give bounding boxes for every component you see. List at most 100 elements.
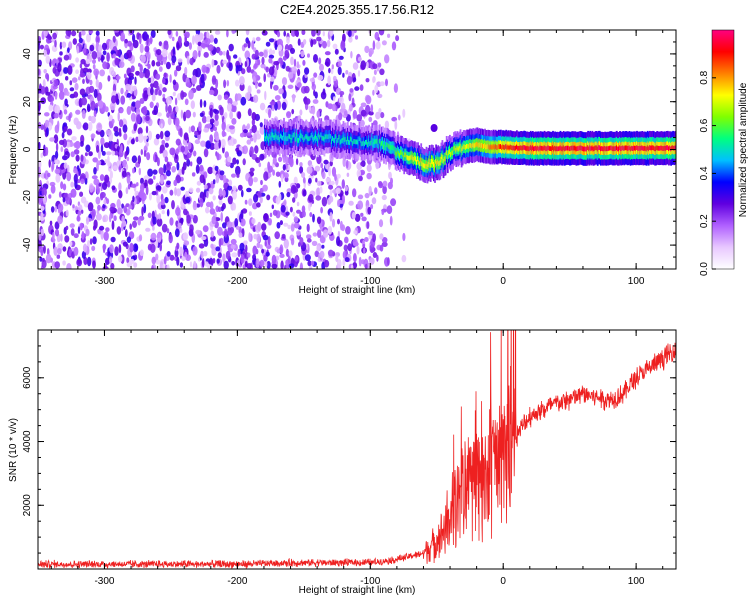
heatmap-cell xyxy=(301,30,306,35)
heatmap-cell xyxy=(163,174,167,180)
heatmap-cell xyxy=(166,264,170,269)
ridge-segment xyxy=(350,136,352,142)
ridge-segment xyxy=(287,136,290,141)
heatmap-cell xyxy=(236,173,240,178)
heatmap-cell xyxy=(176,161,180,171)
ridge-segment xyxy=(318,132,320,138)
heatmap-cell xyxy=(69,87,75,92)
heatmap-cell xyxy=(73,233,79,239)
heatmap-cell xyxy=(364,45,370,54)
heatmap-cell xyxy=(212,108,218,113)
ridge-segment xyxy=(440,156,443,162)
ridge-segment xyxy=(560,146,563,152)
ridge-segment xyxy=(273,135,276,140)
heatmap-cell xyxy=(381,241,388,247)
heatmap-cell xyxy=(80,30,86,36)
heatmap-cell xyxy=(353,253,357,263)
ridge-segment xyxy=(575,146,578,152)
ridge-segment xyxy=(478,142,481,148)
heatmap-cell xyxy=(327,225,333,235)
heatmap-cell xyxy=(63,67,69,74)
heatmap-cell xyxy=(203,51,209,58)
heatmap-cell xyxy=(316,36,322,42)
heatmap-cell xyxy=(364,192,370,199)
ridge-segment xyxy=(585,146,587,152)
heatmap-cell xyxy=(341,194,345,205)
heatmap-cell xyxy=(95,30,100,36)
heatmap-cell xyxy=(335,187,341,194)
heatmap-cell xyxy=(145,185,149,196)
heatmap-cell xyxy=(91,175,98,180)
heatmap-cell xyxy=(203,127,210,133)
heatmap-cell xyxy=(291,108,295,115)
heatmap-cell xyxy=(281,77,288,86)
heatmap-cell xyxy=(325,177,330,183)
heatmap-cell xyxy=(102,61,108,70)
ridge-segment xyxy=(630,145,633,151)
heatmap-cell xyxy=(360,161,364,167)
heatmap-cell xyxy=(88,85,95,93)
heatmap-cell xyxy=(372,252,378,258)
heatmap-cell xyxy=(278,180,282,188)
heatmap-cell xyxy=(309,265,313,269)
ridge-segment xyxy=(507,144,510,150)
heatmap-cell xyxy=(221,130,226,138)
heatmap-cell xyxy=(81,230,85,240)
heatmap-cell xyxy=(153,175,156,180)
heatmap-cell xyxy=(274,231,281,240)
heatmap-cell xyxy=(121,203,124,209)
heatmap-cell xyxy=(38,233,42,241)
heatmap-cell xyxy=(54,40,57,48)
heatmap-cell xyxy=(379,68,385,76)
ridge-segment xyxy=(396,149,399,155)
ridge-segment xyxy=(586,146,588,152)
heatmap-cell xyxy=(265,251,270,257)
ridge-segment xyxy=(300,133,302,138)
heatmap-cell xyxy=(78,31,82,39)
ridge-segment xyxy=(348,139,350,145)
heatmap-cell xyxy=(259,153,265,161)
heatmap-cell xyxy=(311,240,318,246)
heatmap-cell xyxy=(228,125,235,130)
heatmap-cell xyxy=(60,181,64,190)
heatmap-cell xyxy=(114,246,119,256)
heatmap-cell xyxy=(42,257,45,262)
heatmap-cell xyxy=(352,262,358,269)
ridge-segment xyxy=(520,145,522,151)
heatmap-cell xyxy=(73,173,78,184)
heatmap-cell xyxy=(322,40,327,49)
ridge-segment xyxy=(584,146,586,152)
ridge-segment xyxy=(319,134,322,140)
ridge-segment xyxy=(476,141,479,147)
heatmap-cell xyxy=(272,169,275,176)
ridge-segment xyxy=(467,143,469,149)
heatmap-cell xyxy=(302,189,307,197)
heatmap-cell xyxy=(149,35,153,45)
heatmap-cell xyxy=(389,215,393,226)
ridge-segment xyxy=(546,145,549,151)
heatmap-cell xyxy=(85,216,90,225)
heatmap-cell xyxy=(344,185,348,192)
ridge-segment xyxy=(625,145,628,151)
heatmap-cell xyxy=(185,109,192,119)
heatmap-cell xyxy=(226,80,230,87)
heatmap-cell xyxy=(67,65,73,75)
ridge-segment xyxy=(538,146,541,152)
ridge-segment xyxy=(436,161,438,166)
ridge-segment xyxy=(493,145,496,151)
heatmap-cell xyxy=(294,187,299,193)
heatmap-cell xyxy=(62,260,66,266)
ridge-segment xyxy=(281,134,283,140)
heatmap-cell xyxy=(123,205,127,214)
heatmap-cell xyxy=(125,187,129,195)
ridge-segment xyxy=(435,158,437,164)
ridge-segment xyxy=(375,138,378,144)
heatmap-cell xyxy=(175,138,181,146)
heatmap-cell xyxy=(164,196,169,204)
ridge-segment xyxy=(568,145,570,151)
heatmap-cell xyxy=(253,233,258,240)
heatmap-cell xyxy=(57,62,62,73)
heatmap-cell xyxy=(78,76,81,81)
heatmap-cell xyxy=(390,177,393,185)
